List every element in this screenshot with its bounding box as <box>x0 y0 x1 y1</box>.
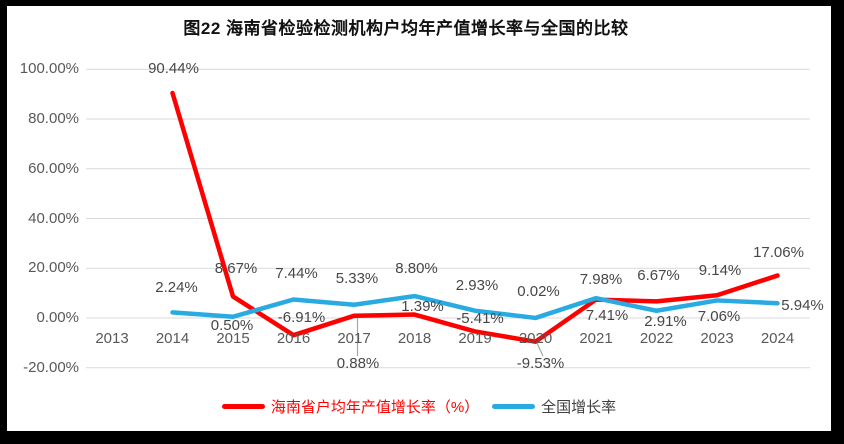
chart-title: 图22 海南省检验检测机构户均年产值增长率与全国的比较 <box>183 19 629 38</box>
chart-area: 图22 海南省检验检测机构户均年产值增长率与全国的比较 100.00% 80.00… <box>7 6 831 431</box>
series-line-national <box>170 293 780 321</box>
legend-line-swatch <box>221 404 265 409</box>
legend-item: 海南省户均年产值增长率（%） <box>221 396 480 417</box>
series-line-hainan <box>170 90 780 344</box>
legend-label: 海南省户均年产值增长率（%） <box>270 399 480 416</box>
legend-label: 全国增长率 <box>541 399 617 416</box>
leader-line <box>536 342 544 357</box>
legend: 海南省户均年产值增长率（%） 全国增长率 <box>7 396 831 417</box>
legend-item: 全国增长率 <box>492 396 616 417</box>
plot-area: 100.00% 80.00% 60.00% 40.00% 20.00% 0.00% -20.… <box>7 6 831 431</box>
legend-line-swatch <box>492 404 536 409</box>
chart-canvas <box>86 68 810 369</box>
